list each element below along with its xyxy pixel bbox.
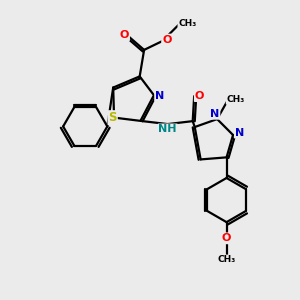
Text: O: O (162, 34, 172, 45)
Text: N: N (235, 128, 244, 138)
Text: O: O (195, 91, 204, 101)
Text: N: N (155, 91, 164, 100)
Text: S: S (108, 111, 117, 124)
Text: O: O (222, 233, 231, 243)
Text: CH₃: CH₃ (178, 19, 196, 28)
Text: CH₃: CH₃ (226, 95, 245, 104)
Text: O: O (120, 30, 129, 40)
Text: N: N (210, 109, 219, 119)
Text: NH: NH (158, 124, 177, 134)
Text: CH₃: CH₃ (218, 255, 236, 264)
